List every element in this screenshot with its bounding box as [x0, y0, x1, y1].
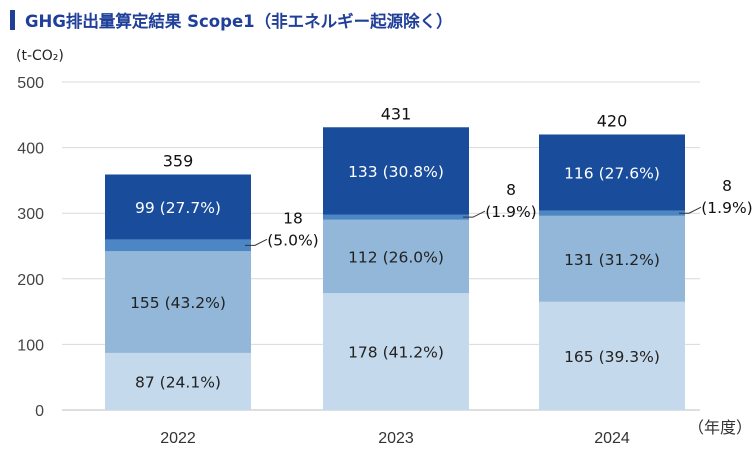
- bar-segment: [105, 352, 251, 410]
- callout-value: 18: [283, 209, 303, 227]
- bar-segment: [539, 301, 685, 410]
- callout-leader-line: [463, 210, 486, 218]
- data-label: 165 (39.3%): [564, 348, 660, 366]
- y-tick-label: 0: [35, 403, 44, 420]
- chart-title: GHG排出量算定結果 Scope1（非エネルギー起源除く）: [25, 11, 453, 31]
- x-tick-label: 2022: [160, 430, 196, 447]
- bar-total-label: 420: [597, 111, 628, 130]
- data-label: 155 (43.2%): [130, 294, 226, 312]
- bar-segment: [323, 214, 469, 220]
- x-tick-label: 2023: [378, 430, 414, 447]
- y-tick-label: 400: [17, 141, 44, 158]
- bar-segment: [539, 215, 685, 302]
- y-tick-label: 200: [17, 272, 44, 289]
- bar-segment: [105, 174, 251, 240]
- callout-percent: (1.9%): [701, 199, 752, 217]
- data-label: 99 (27.7%): [135, 199, 221, 217]
- data-label: 178 (41.2%): [348, 344, 444, 362]
- callout-percent: (1.9%): [485, 203, 536, 221]
- data-label: 133 (30.8%): [348, 163, 444, 181]
- y-axis-unit-label: (t-CO₂): [16, 48, 64, 64]
- bar-segment: [323, 127, 469, 215]
- bar-segment: [323, 293, 469, 410]
- labels: 2022 2023 2024 87 (24.1%) 155 (43.2%) 18 (5.0%…: [130, 104, 753, 447]
- y-tick-label: 300: [17, 206, 44, 223]
- callout-value: 8: [506, 181, 516, 199]
- data-label: 116 (27.6%): [564, 165, 660, 183]
- x-axis-unit-label: （年度）: [688, 419, 752, 437]
- data-label: 87 (24.1%): [135, 373, 221, 391]
- x-tick-label: 2024: [594, 430, 630, 447]
- bars: [105, 127, 685, 410]
- y-tick-label: 500: [17, 75, 44, 92]
- title-accent-bar: [10, 10, 15, 30]
- callout-percent: (5.0%): [267, 231, 318, 249]
- bar-segment: [323, 219, 469, 294]
- data-label: 112 (26.0%): [348, 248, 444, 266]
- bar-total-label: 359: [163, 151, 194, 170]
- data-label: 131 (31.2%): [564, 251, 660, 269]
- bar-segment: [539, 134, 685, 211]
- bar-total-label: 431: [381, 104, 412, 123]
- callout-leader-line: [245, 238, 268, 246]
- bar-segment: [539, 210, 685, 216]
- bar-segment: [105, 239, 251, 252]
- y-tick-label: 100: [17, 337, 44, 354]
- callout-leader-line: [679, 206, 702, 214]
- bar-segment: [105, 251, 251, 353]
- callout-value: 8: [722, 177, 732, 195]
